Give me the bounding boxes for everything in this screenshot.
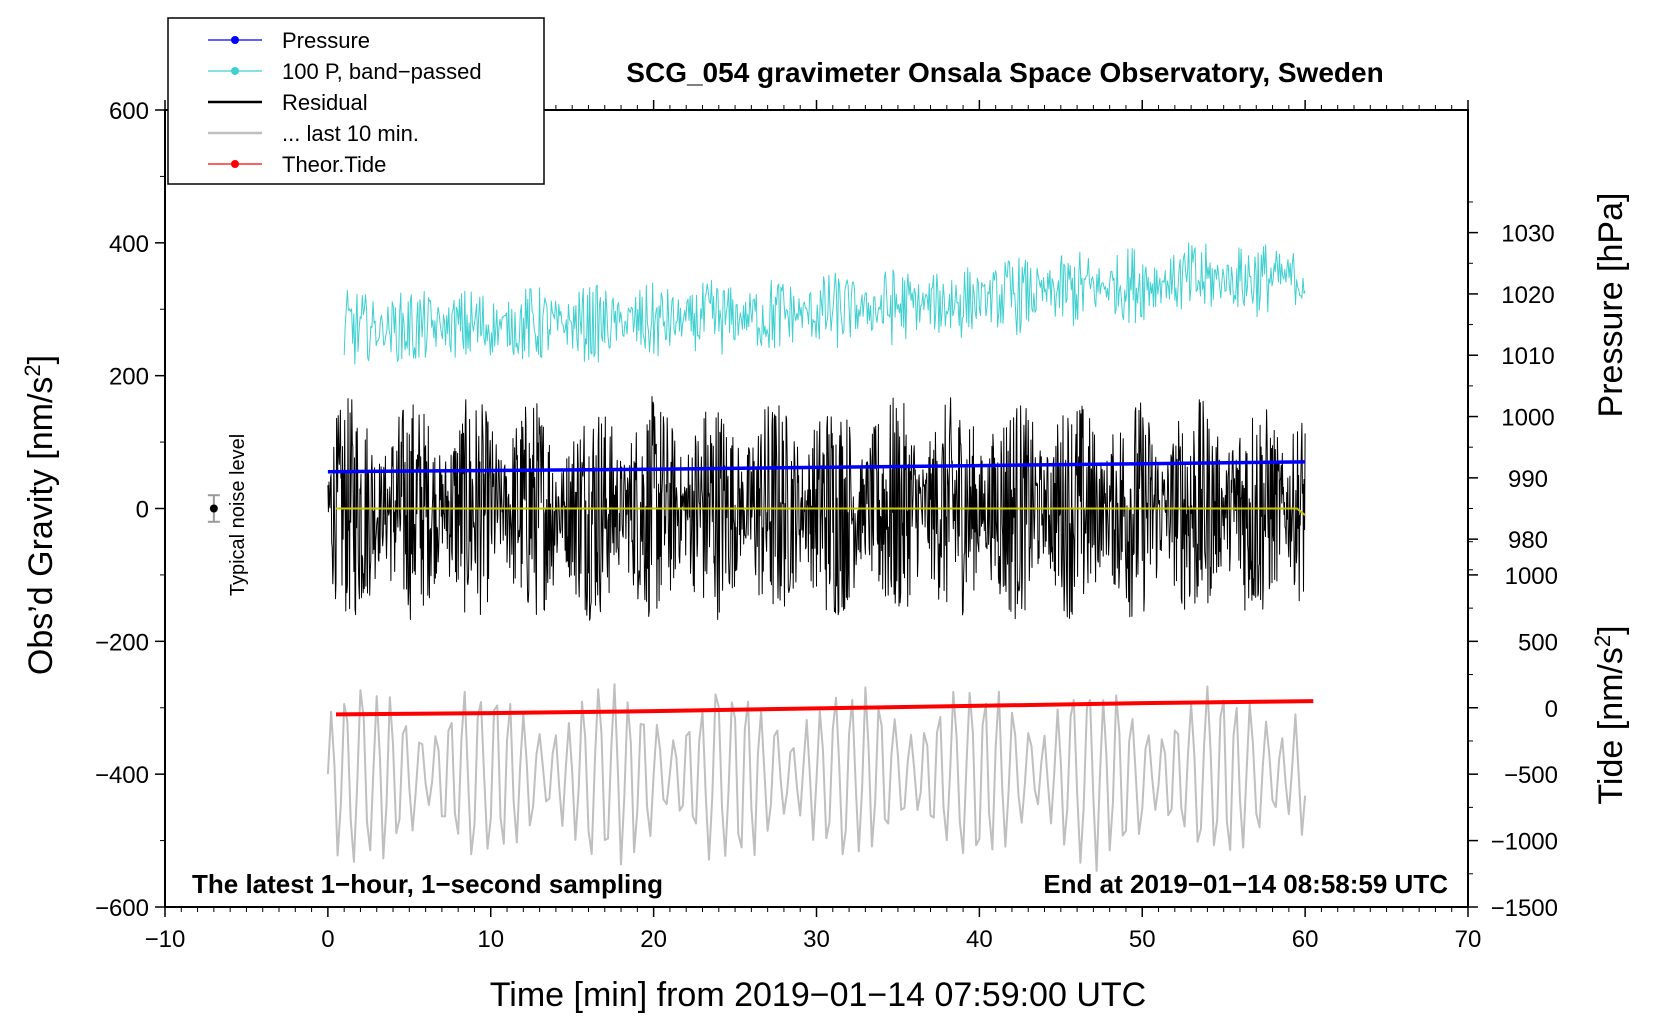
x-tick-label: 30 (803, 926, 830, 953)
pressure-tick-label: 1000 (1501, 405, 1554, 432)
x-tick-label: 10 (477, 926, 504, 953)
tide-axis-title-end: ] (1592, 625, 1630, 634)
legend-marker-theor-tide (231, 160, 239, 168)
tide-axis-title: Tide [nm/s2] (1590, 625, 1630, 804)
series-residual-line (327, 396, 1306, 621)
tide-axis-title-main: Tide [nm/s (1592, 647, 1630, 804)
tide-tick-label: −1000 (1491, 829, 1558, 856)
tide-tick-label: 500 (1518, 629, 1558, 656)
y-tick-label: 200 (109, 364, 149, 391)
series-100-p-band-passed-line (343, 242, 1306, 365)
x-axis-title: Time [min] from 2019−01−14 07:59:00 UTC (490, 976, 1146, 1014)
y-axis-title-main: Obs’d Gravity [nm/s (22, 377, 60, 676)
pressure-tick-label: 1030 (1501, 221, 1554, 248)
y-axis-title: Obs’d Gravity [nm/s2] (20, 355, 60, 675)
legend-label-pressure: Pressure (282, 28, 370, 53)
pressure-tick-label: 1020 (1501, 282, 1554, 309)
pressure-tick-label: 990 (1508, 466, 1548, 493)
chart-title: SCG_054 gravimeter Onsala Space Observat… (626, 57, 1383, 88)
noise-level-label: Typical noise level (227, 434, 249, 596)
axis-ticks: −10 0 10 20 30 40 50 60 70−600−400−2000200400600… (95, 98, 1558, 953)
legend: Pressure 100 P, band−passed Residual ... la… (167, 17, 545, 185)
series-theor-tide-line (335, 699, 1314, 717)
y-axis-title-sup: 2 (20, 364, 45, 376)
legend-label-last-10-min: ... last 10 min. (282, 121, 419, 146)
y-tick-label: −200 (95, 629, 149, 656)
tide-tick-label: 1000 (1505, 563, 1558, 590)
tide-tick-label: 0 (1545, 696, 1558, 723)
legend-label-100-p-band-passed: 100 P, band−passed (282, 59, 482, 84)
y-tick-label: 0 (136, 497, 149, 524)
pressure-axis-title: Pressure [hPa] (1592, 193, 1630, 418)
x-tick-label: 20 (640, 926, 667, 953)
end-time-annotation: End at 2019−01−14 08:58:59 UTC (1043, 869, 1448, 899)
noise-level-indicator (207, 494, 220, 523)
series-residual-smoothed-line (336, 507, 1306, 516)
series-pressure-line (327, 460, 1306, 474)
sampling-annotation: The latest 1−hour, 1−second sampling (192, 869, 663, 899)
tide-axis-title-sup: 2 (1590, 635, 1615, 647)
x-tick-label: 50 (1129, 926, 1156, 953)
x-tick-label: 60 (1292, 926, 1319, 953)
x-tick-label: −10 (145, 926, 186, 953)
y-tick-label: −400 (95, 762, 149, 789)
legend-marker-pressure (231, 36, 239, 44)
legend-label-residual: Residual (282, 90, 368, 115)
tide-tick-label: −500 (1504, 762, 1558, 789)
x-tick-label: 40 (966, 926, 993, 953)
tide-tick-label: −1500 (1491, 895, 1558, 922)
pressure-tick-label: 1010 (1501, 343, 1554, 370)
pressure-tick-label: 980 (1508, 527, 1548, 554)
legend-label-theor-tide: Theor.Tide (282, 152, 386, 177)
y-tick-label: 400 (109, 231, 149, 258)
x-tick-label: 0 (321, 926, 334, 953)
plot-marks (326, 242, 1314, 872)
x-tick-label: 70 (1455, 926, 1482, 953)
noise-dot (209, 504, 218, 513)
y-tick-label: 600 (109, 98, 149, 125)
series-last-10-min-line (326, 683, 1307, 872)
y-tick-label: −600 (95, 895, 149, 922)
y-axis-title-end: ] (22, 355, 60, 364)
legend-marker-100-p-band-passed (231, 67, 239, 75)
